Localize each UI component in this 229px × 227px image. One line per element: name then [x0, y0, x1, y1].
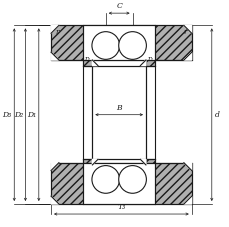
Bar	[51, 163, 191, 204]
Polygon shape	[183, 163, 191, 170]
Bar	[51, 25, 191, 60]
Polygon shape	[51, 25, 59, 33]
Polygon shape	[183, 196, 191, 204]
Polygon shape	[183, 25, 191, 33]
Polygon shape	[51, 163, 59, 170]
Text: r₁: r₁	[146, 55, 153, 63]
Polygon shape	[92, 159, 98, 165]
Text: r₁: r₁	[85, 55, 91, 63]
Text: B: B	[116, 104, 121, 112]
Text: C: C	[116, 2, 122, 10]
Bar	[92, 66, 145, 159]
Text: r: r	[55, 28, 59, 36]
Text: D₃: D₃	[3, 111, 11, 119]
Polygon shape	[183, 52, 191, 60]
Circle shape	[92, 165, 119, 193]
Text: d: d	[213, 111, 218, 119]
Bar	[51, 163, 191, 204]
Text: T₃: T₃	[117, 203, 125, 211]
Bar	[83, 25, 154, 60]
Circle shape	[92, 32, 119, 59]
Text: D₂: D₂	[14, 111, 23, 119]
Bar	[145, 60, 154, 66]
Polygon shape	[140, 159, 145, 165]
Circle shape	[118, 32, 146, 59]
Text: D₁: D₁	[27, 111, 36, 119]
Bar	[51, 25, 191, 60]
Bar	[145, 159, 154, 163]
Bar	[83, 159, 92, 163]
Bar	[83, 60, 92, 66]
Bar	[83, 163, 154, 204]
Polygon shape	[51, 196, 59, 204]
Polygon shape	[92, 60, 98, 66]
Circle shape	[118, 165, 146, 193]
Polygon shape	[51, 52, 59, 60]
Text: r: r	[183, 28, 186, 36]
Polygon shape	[140, 60, 145, 66]
